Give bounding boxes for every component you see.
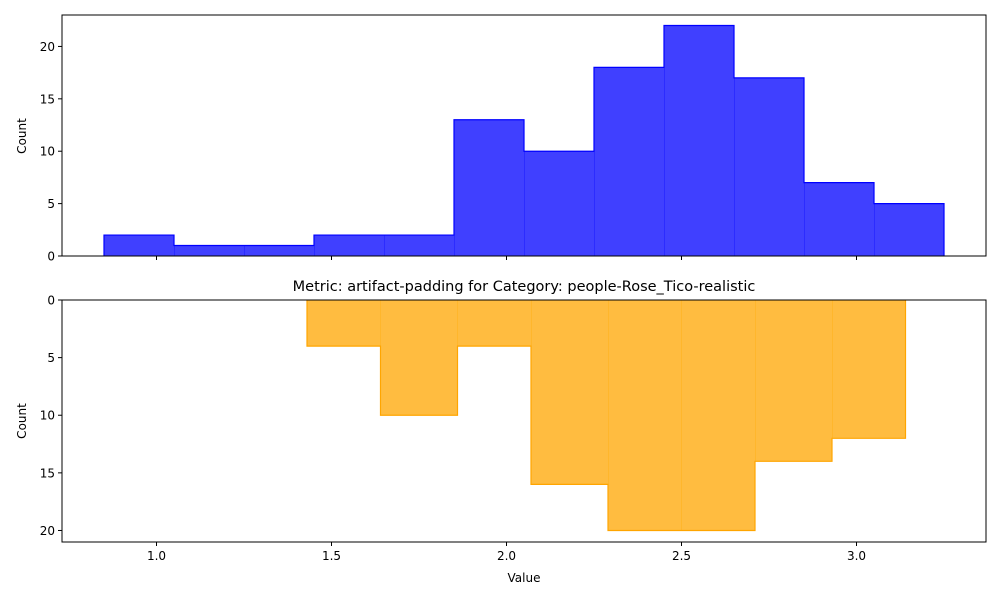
y-tick-label: 20: [40, 40, 55, 54]
x-tick-label: 2.5: [672, 549, 691, 563]
histogram-bin: [524, 151, 595, 256]
y-tick-label: 15: [40, 466, 55, 480]
y-tick-label: 15: [40, 92, 55, 106]
histogram-bin: [457, 300, 532, 347]
histogram-bin: [384, 235, 455, 256]
top-histogram-panel: 0 5 10 15 20 Count: [15, 14, 987, 264]
bottom-histogram-marks: [306, 300, 907, 532]
axes-frame: [61, 299, 987, 543]
y-tick-label: 10: [40, 409, 55, 423]
histogram-bin: [664, 25, 735, 257]
bottom-histogram-panel: Metric: artifact-padding for Category: p…: [15, 279, 987, 585]
x-tick-label: 2.0: [497, 549, 516, 563]
histogram-bin: [454, 119, 525, 256]
bottom-histogram-axes: 0 5 10 15 20 1.0 1.5 2.0 2.5 3.0: [40, 294, 987, 563]
y-tick-label: 10: [40, 145, 55, 159]
y-tick-label: 5: [47, 351, 55, 365]
histogram-bin: [804, 182, 875, 256]
histogram-bin: [244, 245, 315, 256]
x-tick-label: 3.0: [847, 549, 866, 563]
y-tick-label: 0: [47, 294, 55, 308]
bottom-y-axis-label: Count: [15, 403, 29, 439]
histogram-bin: [380, 300, 458, 416]
x-tick-label: 1.5: [322, 549, 341, 563]
histogram-bin: [594, 67, 665, 256]
histogram-outline: [103, 24, 945, 256]
histogram-bin: [104, 235, 175, 256]
histogram-bin: [755, 300, 833, 462]
axes-frame: [61, 14, 987, 257]
bottom-chart-title: Metric: artifact-padding for Category: p…: [293, 279, 756, 295]
histogram-bin: [531, 300, 609, 485]
histogram-bin: [314, 235, 385, 256]
histogram-bin: [174, 245, 245, 256]
histogram-outline: [306, 300, 907, 532]
top-histogram-marks: [103, 24, 945, 257]
histogram-bin: [608, 300, 682, 531]
histogram-bin: [307, 300, 381, 347]
y-tick-label: 0: [47, 250, 55, 264]
histogram-bin: [681, 300, 756, 531]
histogram-bin: [874, 203, 945, 256]
y-tick-label: 5: [47, 197, 55, 211]
histogram-bin: [832, 300, 906, 439]
y-tick-label: 20: [40, 524, 55, 538]
top-histogram-axes: 0 5 10 15 20: [40, 14, 987, 264]
bottom-x-axis-label: Value: [508, 571, 541, 585]
histogram-bin: [734, 77, 805, 257]
top-y-axis-label: Count: [15, 118, 29, 154]
x-tick-label: 1.0: [147, 549, 166, 563]
